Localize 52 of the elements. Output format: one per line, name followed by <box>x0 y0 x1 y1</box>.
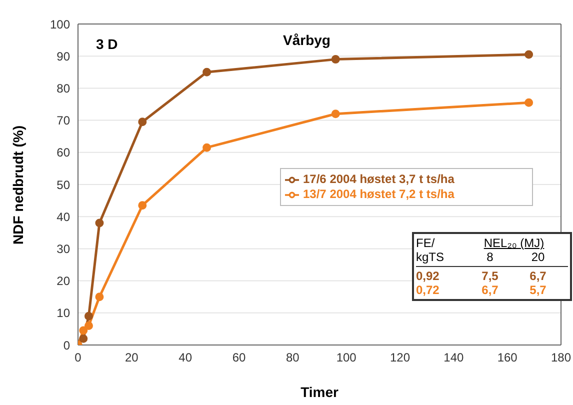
x-tick-label: 40 <box>178 350 192 365</box>
point <box>79 326 88 335</box>
point <box>331 55 340 64</box>
annotation: 7,5 <box>480 269 500 283</box>
annotation: 0,92 <box>416 269 440 283</box>
x-tick-label: 80 <box>286 350 300 365</box>
point <box>138 201 147 210</box>
annotation: FE/ <box>416 236 436 250</box>
point <box>524 98 534 107</box>
text: Vårbyg <box>283 32 330 48</box>
point <box>84 321 93 330</box>
y-tick-label: 20 <box>56 274 70 288</box>
annotation: NEL₂₀ (MJ) <box>482 236 546 250</box>
legend-label: 13/7 2004 høstet 7,2 t ts/ha <box>303 186 454 201</box>
x-tick-label: 120 <box>390 350 410 365</box>
point <box>202 143 212 152</box>
y-tick-label: 80 <box>56 81 70 96</box>
annotation: 0,72 <box>416 283 440 297</box>
x-axis-title: Timer <box>300 384 339 400</box>
point <box>524 50 534 59</box>
x-tick-label: 20 <box>124 350 139 365</box>
y-tick-label: 60 <box>56 146 70 160</box>
legend-label: 17/6 2004 høstet 3,7 t ts/ha <box>303 172 454 186</box>
point <box>202 68 212 76</box>
annotation: kgTS <box>416 250 446 264</box>
point <box>331 110 340 118</box>
annotation: 20 <box>530 250 546 264</box>
x-tick-label: 100 <box>336 350 357 365</box>
y-tick-label: 0 <box>63 338 70 352</box>
annotation: 6,7 <box>480 283 500 297</box>
point <box>79 334 88 343</box>
y-tick-label: 10 <box>56 306 70 320</box>
annotation: 3 D <box>96 36 118 52</box>
y-tick-label: 50 <box>56 178 70 192</box>
y-tick-label: 40 <box>56 210 70 224</box>
annotation: 6,7 <box>528 269 548 283</box>
annotation: 8 <box>486 250 494 264</box>
x-tick-label: 60 <box>232 350 246 365</box>
x-tick-label: 180 <box>550 350 572 365</box>
y-tick-label: 100 <box>50 17 70 32</box>
x-tick-label: 160 <box>497 350 518 365</box>
annotation: 5,7 <box>528 283 548 297</box>
y-tick-label: 30 <box>56 242 70 256</box>
point <box>84 312 93 320</box>
y-tick-label: 90 <box>56 49 70 64</box>
point <box>138 118 147 126</box>
point <box>95 218 104 228</box>
y-tick-label: 70 <box>56 114 70 128</box>
point <box>95 292 104 302</box>
x-tick-label: 0 <box>74 350 82 365</box>
x-tick-label: 140 <box>444 350 464 365</box>
y-axis-title: NDF nedbrudt (%) <box>10 126 26 244</box>
